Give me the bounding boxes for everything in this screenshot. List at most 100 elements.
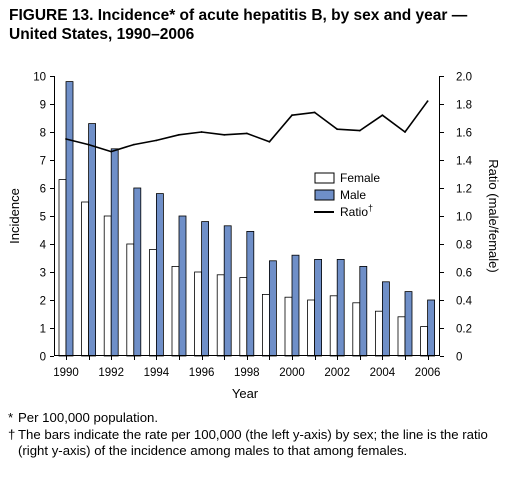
left-tick-label: 1: [40, 324, 46, 336]
footnote-1-mark: *: [8, 410, 14, 425]
ratio-point: [245, 132, 248, 135]
legend-swatch-male: [314, 189, 335, 201]
right-tick-label: 2.0: [456, 72, 472, 84]
ratio-line-group: [65, 100, 429, 153]
bar-female: [307, 299, 316, 357]
x-tick-label: 1990: [53, 367, 79, 379]
bar-male: [359, 265, 368, 357]
footnote-2-mark: †: [8, 427, 16, 442]
x-tick-label: 2006: [415, 367, 441, 379]
bar-female: [329, 295, 338, 357]
left-axis-ticks: 0 1 2 3 4 5 6 7 8 9 10: [33, 72, 54, 364]
bar-female: [58, 179, 67, 357]
legend-label-ratio-mark: †: [368, 203, 373, 213]
right-tick-label: 1.2: [456, 184, 472, 196]
ratio-point: [87, 143, 90, 146]
left-tick-label: 5: [40, 212, 46, 224]
figure-title-line-2: United States, 1990–2006: [9, 26, 195, 43]
footnote-1-text: Per 100,000 population.: [18, 410, 159, 425]
x-tick-label: 2002: [324, 367, 350, 379]
x-tick-label: 1992: [98, 367, 124, 379]
ratio-point: [404, 131, 406, 133]
footnote-2-text: The bars indicate the rate per 100,000 (…: [18, 427, 488, 458]
ratio-point: [358, 129, 361, 132]
ratio-point: [268, 140, 271, 143]
bar-male: [155, 193, 164, 357]
bar-male: [268, 260, 277, 357]
x-tick-label: 2000: [279, 367, 305, 379]
bar-male: [381, 281, 390, 357]
ratio-point: [200, 131, 203, 133]
ratio-point: [110, 150, 113, 153]
legend-label-female: Female: [340, 171, 380, 185]
ratio-point: [178, 133, 180, 136]
bar-female: [397, 316, 406, 357]
bar-female: [148, 249, 157, 357]
bar-female: [216, 274, 225, 357]
legend-label-ratio-text: Ratio: [340, 205, 368, 219]
bar-male: [88, 123, 96, 357]
ratio-point: [426, 100, 429, 103]
bar-male: [110, 148, 119, 357]
footnote-1: * Per 100,000 population.: [8, 410, 508, 426]
bar-male: [178, 215, 187, 357]
bar-female: [126, 243, 135, 357]
left-tick-label: 9: [40, 100, 46, 112]
ratio-point: [132, 143, 135, 146]
footnote-2: † The bars indicate the rate per 100,000 …: [8, 427, 508, 459]
right-tick-label: 0.6: [456, 268, 472, 280]
bar-female: [81, 201, 89, 357]
right-tick-label: 1.6: [456, 128, 472, 140]
bar-male: [223, 225, 232, 357]
ratio-point: [223, 133, 226, 136]
left-tick-label: 2: [40, 296, 46, 308]
ratio-line: [65, 100, 429, 153]
legend-swatch-female: [314, 172, 335, 184]
ratio-point: [155, 139, 158, 142]
chart: 0 1 2 3 4 5 6 7 8 9 10 0 0.2 0.4 0.6 0.8 1.0 1.2 1.4 1.6 1.…: [7, 72, 501, 401]
figure-title: FIGURE 13. Incidence* of acute hepatitis…: [9, 6, 509, 44]
left-tick-label: 3: [40, 268, 46, 280]
y2-axis-label: Ratio (male/female): [486, 159, 501, 272]
bars: [58, 81, 436, 357]
bar-male: [246, 230, 255, 357]
right-tick-label: 0: [456, 352, 462, 364]
left-tick-label: 4: [40, 240, 47, 252]
x-axis-label: Year: [232, 386, 259, 400]
bar-male: [336, 258, 345, 357]
right-tick-label: 0.8: [456, 240, 472, 252]
right-tick-label: 1.8: [456, 100, 472, 112]
legend-label-ratio: Ratio†: [340, 203, 373, 219]
right-tick-label: 0.4: [456, 296, 473, 308]
figure-title-line-1: FIGURE 13. Incidence* of acute hepatitis…: [9, 7, 468, 24]
right-tick-label: 1.0: [456, 212, 472, 224]
right-axis-ticks: 0 0.2 0.4 0.6 0.8 1.0 1.2 1.4 1.6 1.8 2.0: [440, 72, 473, 364]
x-tick-label: 1996: [189, 367, 215, 379]
ratio-point: [381, 114, 384, 117]
x-tick-label: 1994: [144, 367, 170, 379]
ratio-point: [336, 128, 339, 131]
bar-male: [133, 187, 142, 357]
ratio-point: [313, 111, 316, 114]
bar-male: [201, 221, 210, 357]
left-tick-label: 0: [40, 352, 46, 364]
bar-female: [261, 293, 270, 357]
left-tick-label: 10: [33, 72, 46, 84]
bar-male: [65, 81, 74, 357]
bar-female: [420, 326, 429, 357]
x-axis-ticks: 1990 1992 1994 1996 1998 2000 2002 2004 2006: [53, 356, 440, 379]
bar-female: [103, 215, 112, 357]
ratio-point: [65, 138, 67, 140]
y-axis-label: Incidence: [7, 188, 22, 244]
right-tick-label: 1.4: [456, 156, 473, 168]
bar-male: [404, 291, 413, 357]
bar-female: [171, 265, 180, 357]
bar-female: [284, 296, 293, 357]
legend-label-male: Male: [340, 188, 366, 202]
bar-female: [239, 277, 248, 357]
left-tick-label: 8: [40, 128, 46, 140]
legend: Female Male Ratio†: [314, 171, 380, 219]
bar-female: [352, 302, 361, 357]
bar-male: [291, 254, 300, 357]
right-tick-label: 0.2: [456, 324, 472, 336]
